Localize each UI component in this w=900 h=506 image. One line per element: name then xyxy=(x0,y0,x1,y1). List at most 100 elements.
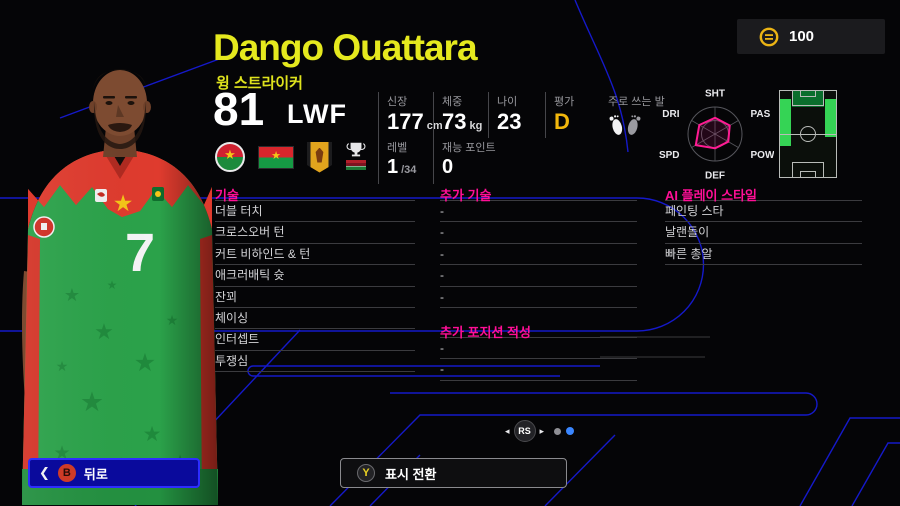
carousel-right-arrow-icon[interactable]: ▸ xyxy=(539,425,545,436)
ai-styles-section-title: AI 플레이 스타일 xyxy=(665,185,862,203)
stat-weight: 체중 73 kg xyxy=(433,92,485,138)
skills-list: 더블 터치 크로스오버 턴 커트 비하인드 & 턴 애크러배틱 슛 잔꾀 체이싱 인터셉트 투… xyxy=(215,201,415,373)
pitch-zone-right-flank xyxy=(824,98,836,138)
page-dot-1[interactable] xyxy=(554,427,562,435)
toggle-display-button[interactable]: Y 표시 전환 xyxy=(340,458,567,488)
radar-label-DEF: DEF xyxy=(705,171,725,182)
ai-style-item: 날랜돌이 xyxy=(665,222,862,244)
stat-height-unit: cm xyxy=(426,120,443,132)
stat-weight-value: 73 xyxy=(442,109,467,134)
pitch-zone-main xyxy=(791,91,825,108)
stat-grade-value: D xyxy=(554,109,570,134)
toggle-display-label: 표시 전환 xyxy=(385,466,437,482)
stat-age: 나이 23 xyxy=(488,92,542,138)
ai-style-item: 빠른 총알 xyxy=(665,244,862,266)
stat-foot-label: 주로 쓰는 발 xyxy=(608,96,665,108)
radar-spoke-POW xyxy=(714,133,739,148)
stat-radar-chart: SHT PAS POW DEF SPD DRI xyxy=(659,89,775,182)
extra-position-item: - xyxy=(440,338,637,360)
extra-position-item: - xyxy=(440,359,637,381)
extra-skill-item: - xyxy=(440,244,637,266)
pitch-penalty-box-top xyxy=(791,90,825,107)
burkina-faso-flag-icon xyxy=(258,145,294,169)
skills-section-title: 기술 xyxy=(215,185,415,203)
stat-height-value: 177 xyxy=(387,109,424,134)
currency-chip: 100 xyxy=(737,19,885,54)
gamepad-y-key-icon: Y xyxy=(357,464,375,482)
competition-trophy-icon xyxy=(345,141,367,173)
stat-weight-unit: kg xyxy=(469,120,483,132)
radar-label-POW: POW xyxy=(751,150,775,161)
player-name: Dango Ouattara xyxy=(213,27,478,68)
skill-item: 더블 터치 xyxy=(215,201,415,223)
extra-skill-item: - xyxy=(440,287,637,308)
page-dot-2-active[interactable] xyxy=(566,427,575,435)
preferred-foot-icon xyxy=(608,113,686,142)
stat-grade: 평가 D xyxy=(545,92,597,138)
trophy-cup-icon xyxy=(346,142,366,157)
player-portrait: ★★ ★★ ★★ ★★ ★★ ★ ★ 7 xyxy=(22,69,218,505)
back-button-label: 뒤로 xyxy=(83,466,108,482)
radar-label-SHT: SHT xyxy=(705,89,725,100)
radar-label-SPD: SPD xyxy=(659,150,680,161)
extra-skill-item: - xyxy=(440,201,637,223)
pitch-goal-box-bottom xyxy=(800,171,816,178)
extra-skills-list: ----- xyxy=(440,201,637,308)
stat-level-value: 1 xyxy=(387,156,399,178)
stat-talent-label: 재능 포인트 xyxy=(442,142,496,154)
pitch-zone-left-flank xyxy=(780,98,792,147)
ai-style-item: 페인팅 스타 xyxy=(665,201,862,223)
extra-positions-list: -- xyxy=(440,338,637,381)
skill-item: 잔꾀 xyxy=(215,287,415,308)
club-crest-icon xyxy=(307,141,332,173)
overall-rating: 81 xyxy=(213,83,265,135)
pitch-penalty-box-bottom xyxy=(791,161,825,178)
coin-icon xyxy=(759,27,779,46)
extra-skills-section-title: 추가 기술 xyxy=(440,185,637,203)
stat-talent-points: 재능 포인트 0 xyxy=(433,138,533,184)
coin-amount: 100 xyxy=(789,28,815,45)
stat-foot: 주로 쓰는 발 xyxy=(600,92,686,138)
stat-grade-label: 평가 xyxy=(554,96,575,108)
pitch-goal-box-top xyxy=(800,90,816,97)
national-team-roundel-icon xyxy=(215,142,245,172)
position-pitch-map xyxy=(779,90,837,178)
radar-spoke-DRI xyxy=(691,120,716,135)
team-badges xyxy=(215,139,367,175)
stat-age-value: 23 xyxy=(497,109,522,134)
radar-spoke-PAS xyxy=(714,120,739,135)
stat-level-max: /34 xyxy=(401,164,417,176)
back-button[interactable]: ❮ B 뒤로 xyxy=(28,458,200,488)
skill-item: 애크러배틱 슛 xyxy=(215,265,415,287)
extra-skill-item: - xyxy=(440,222,637,244)
skill-item: 체이싱 xyxy=(215,308,415,330)
extra-skill-item: - xyxy=(440,265,637,287)
stat-talent-value: 0 xyxy=(442,156,454,178)
stat-height-label: 신장 xyxy=(387,96,408,108)
back-chevron-icon: ❮ xyxy=(39,465,50,480)
stat-level-label: 레벨 xyxy=(387,142,408,154)
ai-styles-list: 페인팅 스타 날랜돌이 빠른 총알 xyxy=(665,201,862,266)
pitch-center-circle xyxy=(800,126,816,142)
player-role: 윙 스트라이커 xyxy=(216,75,303,92)
page-carousel: ◂ RS ▸ xyxy=(505,419,575,443)
radar-label-PAS: PAS xyxy=(751,109,771,120)
radar-label-DRI: DRI xyxy=(662,109,679,120)
skill-item: 인터셉트 xyxy=(215,329,415,351)
trophy-badge-stripes xyxy=(346,160,366,170)
page-dots xyxy=(554,427,575,435)
extra-positions-section-title: 추가 포지션 적성 xyxy=(440,322,637,340)
radar-value-polygon xyxy=(694,116,731,150)
stat-weight-label: 체중 xyxy=(442,96,463,108)
stat-level: 레벨 1/34 xyxy=(378,138,430,184)
stat-height: 신장 177 cm xyxy=(378,92,443,138)
gamepad-b-key-icon: B xyxy=(57,464,76,482)
skill-item: 커트 비하인드 & 턴 xyxy=(215,244,415,266)
right-stick-button[interactable]: RS xyxy=(513,420,536,442)
skill-item: 크로스오버 턴 xyxy=(215,222,415,244)
position-label: LWF xyxy=(287,99,347,129)
stat-age-label: 나이 xyxy=(497,96,518,108)
carousel-left-arrow-icon[interactable]: ◂ xyxy=(505,425,510,436)
